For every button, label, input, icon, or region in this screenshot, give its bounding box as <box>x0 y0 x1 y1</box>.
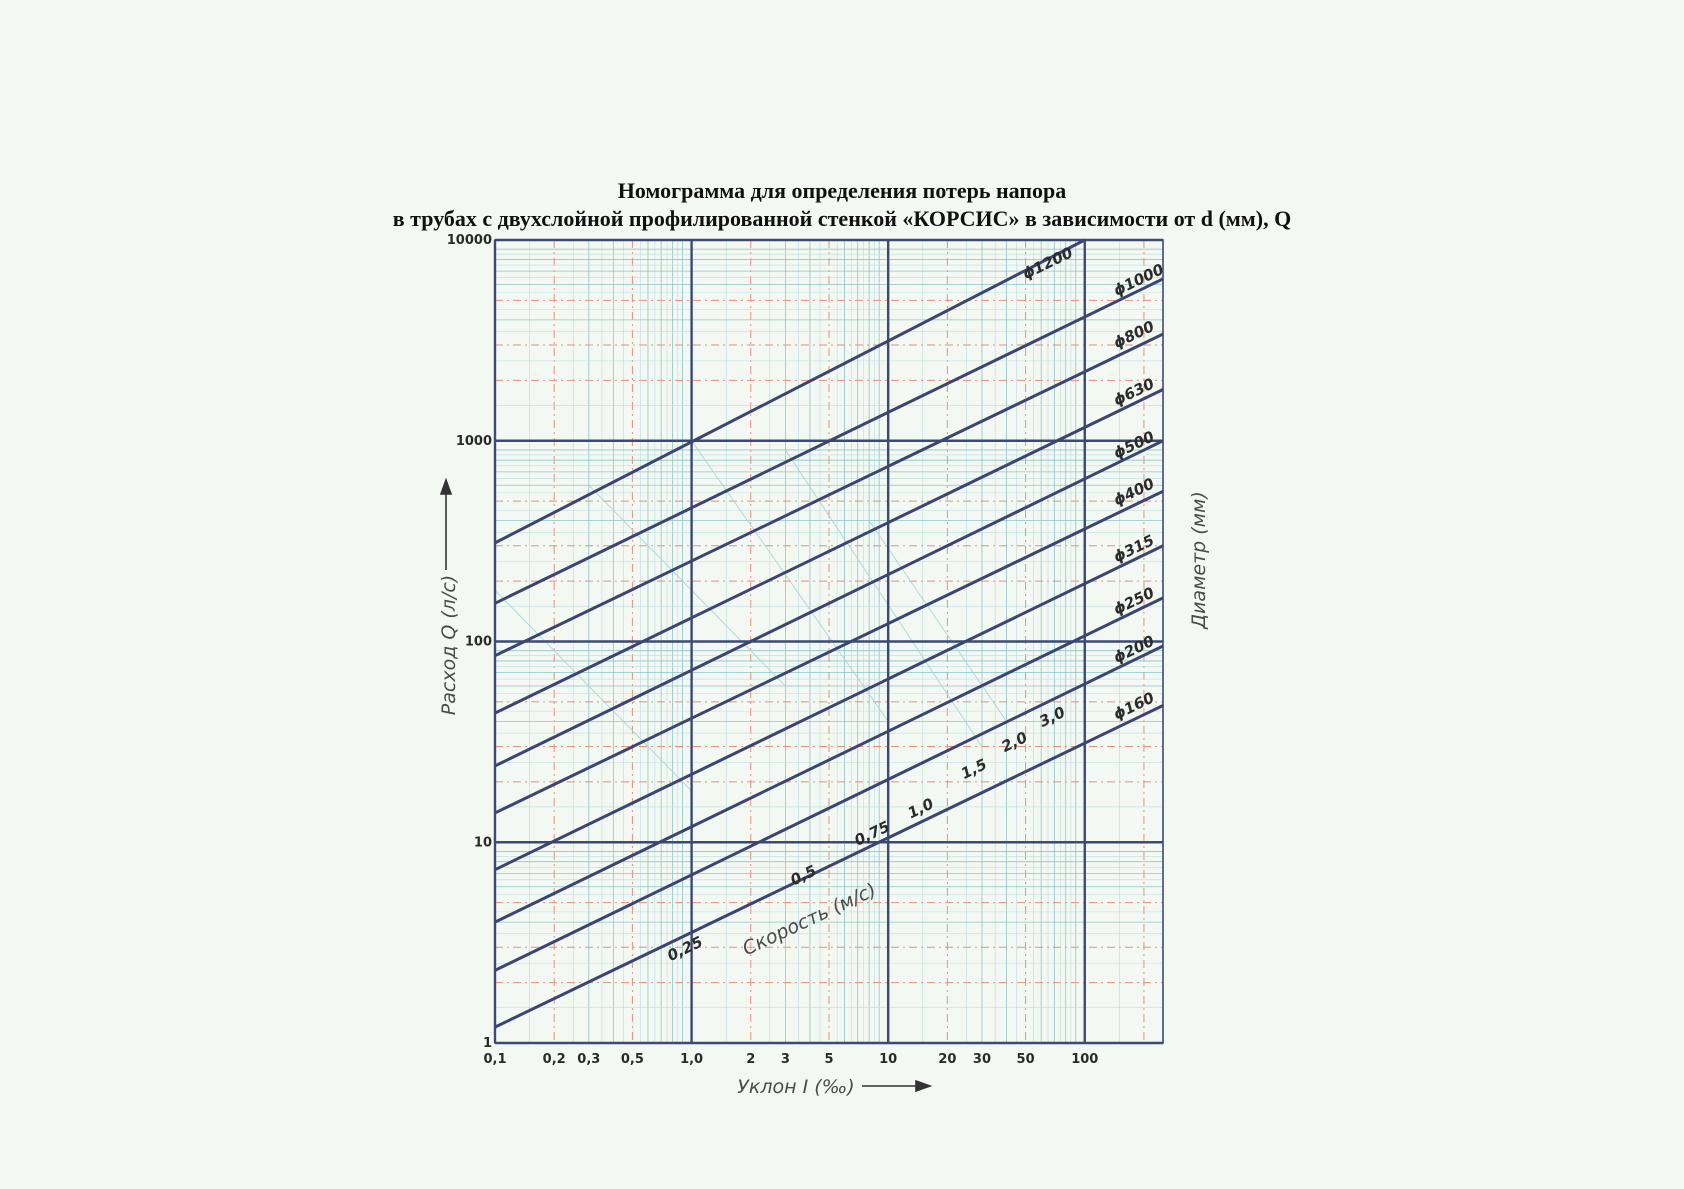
x-tick-label: 2 <box>746 1052 755 1067</box>
diameter-line <box>494 332 1164 658</box>
x-axis-arrow <box>862 1079 933 1093</box>
y-axis-label: Расход Q (л/с) <box>438 575 460 715</box>
tick-labels: 0,1 0,2 0,3 0,5 1,0 2 3 5 10 20 30 50 100 1 10 100 1000 1… <box>447 233 1099 1067</box>
diameter-line <box>494 704 1164 1029</box>
diameter-line <box>494 644 1164 972</box>
velocity-guide-line <box>691 440 889 722</box>
x-tick-label: 0,2 <box>543 1052 566 1067</box>
diameter-lines <box>494 238 1164 1029</box>
y-tick-label: 10 <box>474 835 492 850</box>
chart-title-line-1: Номограмма для определения потерь напора <box>617 178 1067 203</box>
y-tick-label: 10000 <box>447 233 492 248</box>
x-tick-label: 50 <box>1017 1052 1035 1067</box>
diameter-line <box>494 596 1164 924</box>
y-tick-label: 100 <box>465 635 492 650</box>
x-tick-label: 0,1 <box>483 1052 506 1067</box>
x-tick-label: 100 <box>1071 1052 1098 1067</box>
velocity-axis-label: Скорость (м/с) <box>739 879 880 960</box>
diameter-labels: ϕ160ϕ200ϕ250ϕ315ϕ400ϕ500ϕ630ϕ800ϕ1000ϕ12… <box>1020 243 1167 723</box>
chart-title-line-2: в трубах с двухслойной профилированной с… <box>392 206 1292 231</box>
velocity-guide-line <box>588 484 786 687</box>
velocity-label: 0,25 <box>664 933 705 965</box>
diameter-line <box>494 439 1164 768</box>
diameter-line <box>494 544 1164 872</box>
x-tick-label: 30 <box>973 1052 991 1067</box>
diameter-axis-label: Диаметр (мм) <box>1188 491 1210 630</box>
x-tick-label: 1,0 <box>680 1052 703 1067</box>
velocity-label: 0,5 <box>788 861 820 889</box>
x-tick-label: 0,3 <box>577 1052 600 1067</box>
diameter-line <box>494 238 1086 545</box>
y-axis-arrow <box>439 477 453 570</box>
x-tick-label: 10 <box>879 1052 897 1067</box>
diameter-label: ϕ500 <box>1110 427 1157 462</box>
velocity-guide-line <box>868 520 1007 722</box>
y-tick-label: 1000 <box>456 434 492 449</box>
major-grid <box>493 238 1164 1045</box>
diameter-label: ϕ1000 <box>1110 260 1166 300</box>
diameter-line <box>494 388 1164 715</box>
x-tick-label: 20 <box>938 1052 956 1067</box>
plot-frame <box>494 239 1164 1044</box>
x-tick-label: 3 <box>781 1052 790 1067</box>
x-tick-label: 0,5 <box>621 1052 644 1067</box>
velocity-guide-line <box>494 589 692 792</box>
diameter-line <box>494 277 1164 605</box>
y-tick-label: 1 <box>483 1036 492 1051</box>
velocity-label: 1,5 <box>958 755 990 783</box>
diameter-line <box>494 489 1164 815</box>
x-tick-label: 5 <box>824 1052 833 1067</box>
x-axis-label: Уклон I (‰) <box>737 1076 854 1098</box>
